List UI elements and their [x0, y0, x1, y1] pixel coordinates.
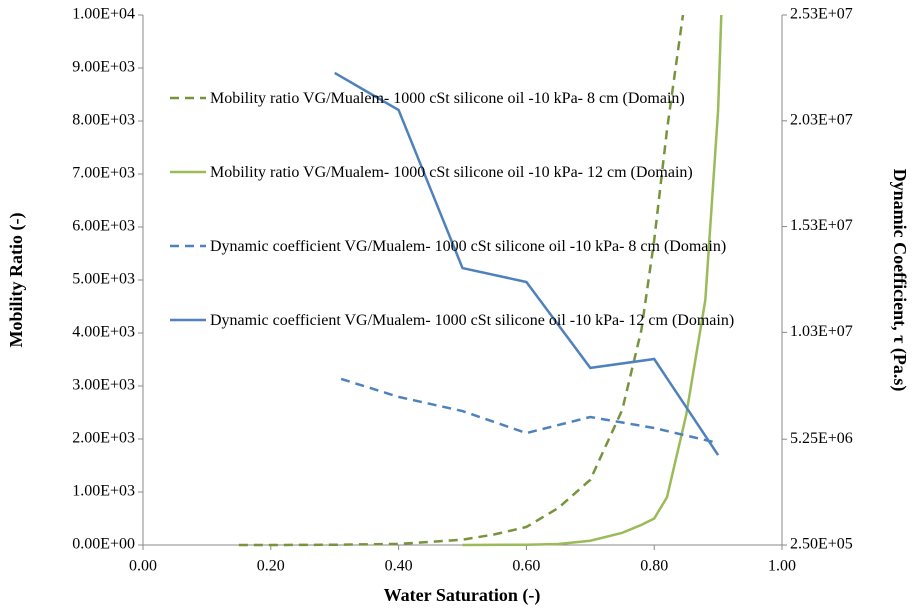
legend-label: Dynamic coefficient VG/Mualem- 1000 cSt … — [210, 238, 727, 255]
y2-tick-label: 2.03E+07 — [790, 111, 853, 128]
y-tick-label: 5.00E+03 — [72, 271, 135, 288]
x-axis-title: Water Saturation (-) — [384, 585, 541, 606]
legend-swatch — [170, 170, 206, 174]
legend-item: Mobility ratio VG/Mualem- 1000 cSt silic… — [170, 88, 760, 109]
x-tick-label: 1.00 — [768, 558, 796, 575]
legend-label: Mobility ratio VG/Mualem- 1000 cSt silic… — [210, 90, 685, 107]
legend-item: Dynamic coefficient VG/Mualem- 1000 cSt … — [170, 236, 760, 257]
legend-swatch — [170, 244, 206, 248]
legend-swatch — [170, 96, 206, 100]
x-tick-label: 0.80 — [640, 558, 668, 575]
y-tick-label: 7.00E+03 — [72, 165, 135, 182]
y2-axis-title: Dynamic Coefficient, τ (Pa.s) — [889, 169, 910, 392]
legend-label: Dynamic coefficient VG/Mualem- 1000 cSt … — [210, 312, 735, 329]
y2-tick-label: 2.53E+07 — [790, 6, 853, 23]
legend-swatch — [170, 318, 206, 322]
y2-tick-label: 1.53E+07 — [790, 217, 853, 234]
y-axis-title: Mobility Ratio (-) — [6, 213, 27, 348]
y2-tick-label: 5.25E+06 — [790, 430, 853, 447]
y2-tick-label: 1.03E+07 — [790, 323, 853, 340]
series-line — [340, 377, 719, 445]
x-tick-label: 0.60 — [512, 558, 540, 575]
y-tick-label: 4.00E+03 — [72, 324, 135, 341]
legend-item: Dynamic coefficient VG/Mualem- 1000 cSt … — [170, 310, 760, 331]
legend-item: Mobility ratio VG/Mualem- 1000 cSt silic… — [170, 162, 760, 183]
y2-tick-label: 2.50E+05 — [790, 536, 853, 553]
legend-label: Mobility ratio VG/Mualem- 1000 cSt silic… — [210, 164, 693, 181]
x-tick-label: 0.00 — [129, 558, 157, 575]
series-line — [334, 71, 720, 456]
y-tick-label: 3.00E+03 — [72, 377, 135, 394]
y-tick-label: 9.00E+03 — [72, 59, 135, 76]
y-tick-label: 0.00E+00 — [72, 536, 135, 553]
series-line — [462, 14, 723, 547]
y-tick-label: 8.00E+03 — [72, 112, 135, 129]
y-tick-label: 6.00E+03 — [72, 218, 135, 235]
series-line — [238, 14, 685, 547]
x-tick-label: 0.20 — [257, 558, 285, 575]
y-tick-label: 1.00E+04 — [72, 6, 135, 23]
y-tick-label: 1.00E+03 — [72, 483, 135, 500]
x-tick-label: 0.40 — [385, 558, 413, 575]
y-tick-label: 2.00E+03 — [72, 430, 135, 447]
